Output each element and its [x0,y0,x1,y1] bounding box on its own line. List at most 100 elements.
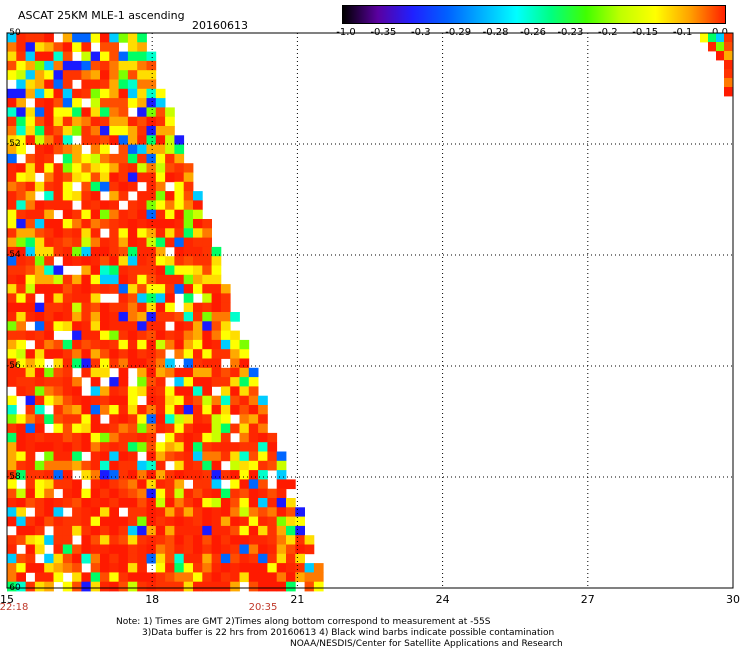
swath-cell [118,358,129,369]
swath-cell [16,79,26,90]
swath-cell [127,88,138,99]
swath-cell [118,135,129,145]
swath-cell [155,349,166,359]
swath-cell [7,544,17,555]
swath-cell [230,330,240,341]
swath-cell [239,470,250,480]
swath-cell [16,284,26,294]
swath-cell [90,358,101,369]
swath-cell [295,516,305,527]
swath-cell [165,339,175,350]
swath-cell [62,219,73,229]
swath-cell [81,507,92,517]
plot-frame [6,32,734,589]
swath-cell [34,516,45,527]
swath-cell [220,581,231,592]
swath-cell [90,293,101,304]
swath-cell [53,553,64,564]
swath-cell [183,312,194,322]
swath-cell [118,535,129,545]
swath-cell [109,209,119,220]
swath-cell [127,507,138,517]
swath-cell [211,414,222,424]
swath-cell [81,209,92,220]
swath-cell [155,200,166,211]
swath-cell [165,265,175,276]
swath-cell [25,209,36,220]
swath-cell [183,200,194,211]
swath-cell [220,302,231,313]
swath-cell [230,405,240,415]
swath-cell [7,377,17,387]
swath-cell [90,135,101,145]
swath-cell [267,442,278,452]
swath-cell [183,284,194,294]
swath-cell [25,525,36,536]
swath-cell [72,544,82,555]
swath-cell [44,367,54,378]
swath-cell [25,126,36,136]
swath-cell [183,498,194,508]
swath-cell [202,544,212,555]
swath-cell [25,135,36,145]
swath-cell [127,284,138,294]
swath-cell [44,265,54,276]
map-title: ASCAT 25KM MLE-1 ascending [18,9,185,22]
swath-cell [16,377,26,387]
swath-cell [258,442,268,452]
swath-cell [118,498,129,508]
swath-cell [183,581,194,592]
swath-cell [137,339,147,350]
swath-cell [100,284,110,294]
swath-cell [7,60,17,71]
swath-cell [44,312,54,322]
swath-cell [90,423,101,434]
swath-cell [44,153,54,164]
swath-cell [72,386,82,397]
swath-cell [146,470,157,480]
swath-cell [118,525,129,536]
swath-cell [239,488,250,499]
swath-cell [90,79,101,90]
swath-cell [248,479,259,490]
swath-cell [295,572,305,583]
swath-cell [100,126,110,136]
swath-cell [90,339,101,350]
swath-cell [202,507,212,517]
swath-cell [220,405,231,415]
swath-cell [211,405,222,415]
swath-cell [53,321,64,331]
swath-cell [127,293,138,304]
swath-cell [146,88,157,99]
swath-cell [165,535,175,545]
swath-cell [118,544,129,555]
swath-cell [183,349,194,359]
swath-cell [193,321,203,331]
swath-cell [25,181,36,192]
swath-cell [81,460,92,471]
swath-cell [7,191,17,201]
swath-cell [127,256,138,266]
swath-cell [202,302,212,313]
swath-cell [16,302,26,313]
swath-cell [72,460,82,471]
swath-cell [146,70,157,80]
swath-cell [146,349,157,359]
swath-cell [174,460,185,471]
swath-cell [155,581,166,592]
swath-cell [53,79,64,90]
swath-cell [53,228,64,238]
swath-cell [137,488,147,499]
swath-cell [202,330,212,341]
swath-cell [53,339,64,350]
swath-cell [267,451,278,462]
swath-cell [118,265,129,276]
swath-cell [34,377,45,387]
swath-cell [146,256,157,266]
swath-cell [16,367,26,378]
swath-cell [248,377,259,387]
swath-cell [165,144,175,155]
swath-cell [25,498,36,508]
swath-cell [109,405,119,415]
swath-cell [81,312,92,322]
